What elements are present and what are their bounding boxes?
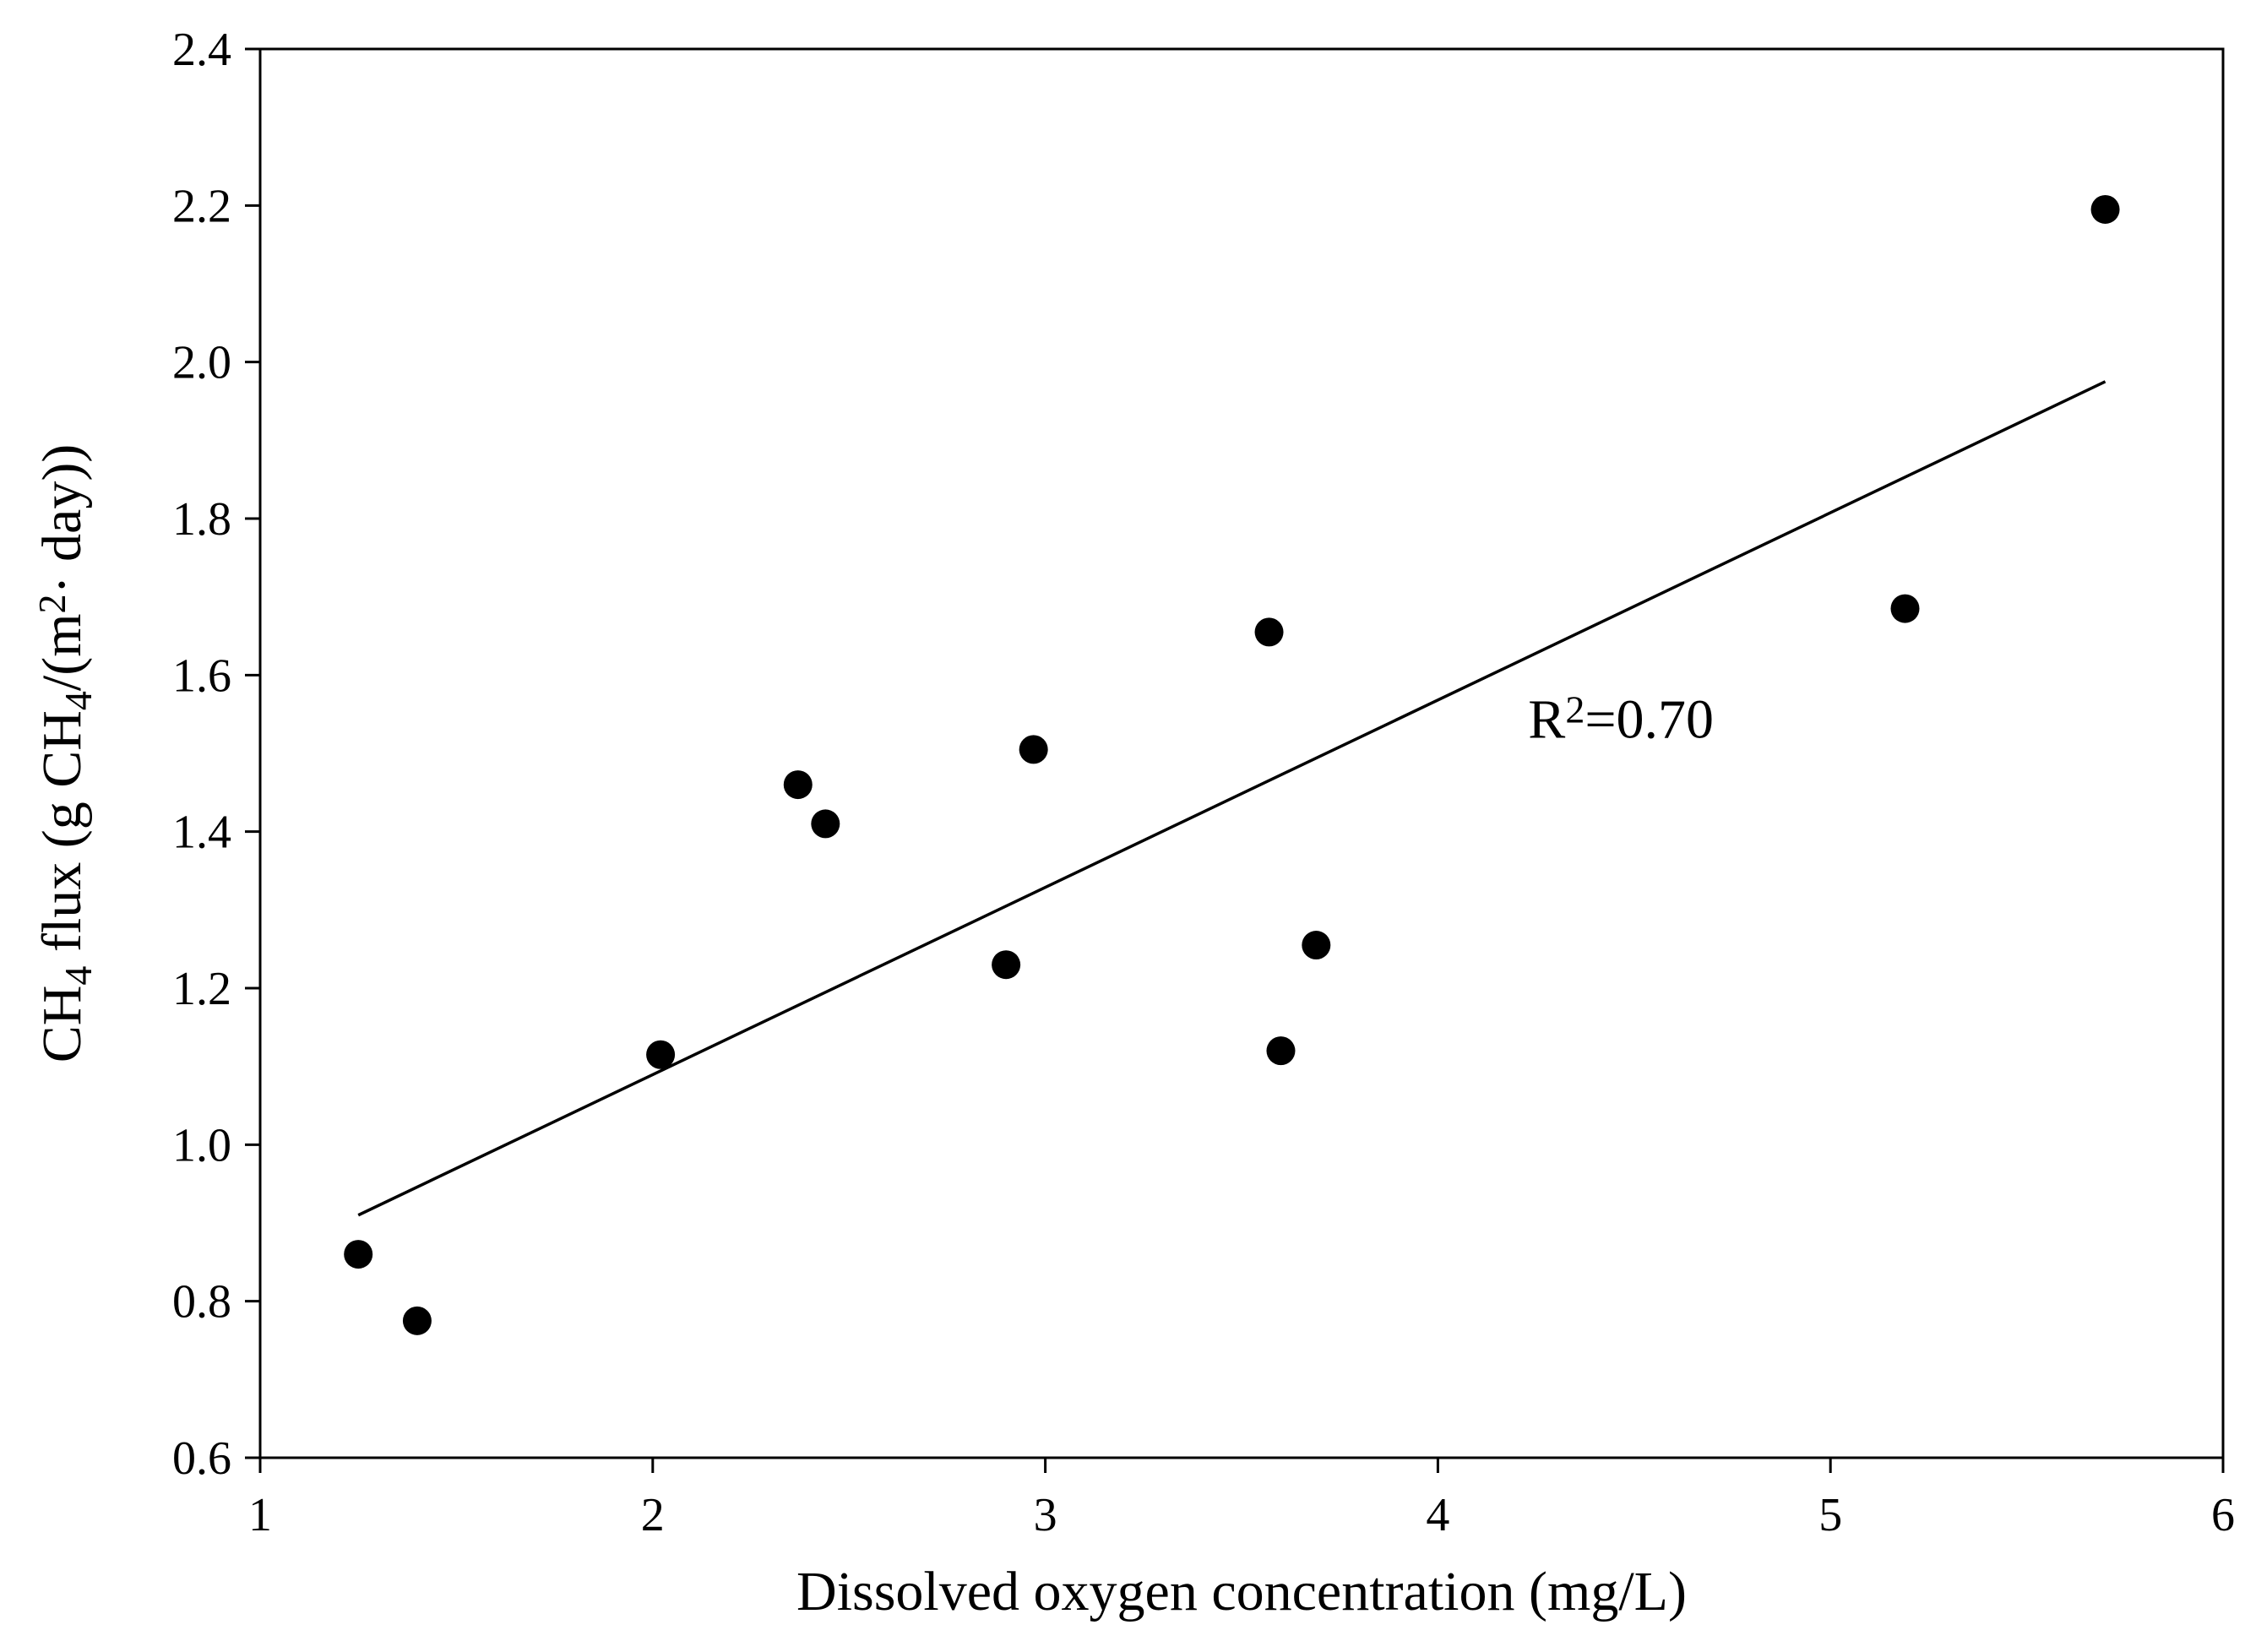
- r-squared-value: =0.70: [1585, 688, 1714, 750]
- y-axis-title: CH4 flux (g CH4/(m2· day)): [30, 444, 100, 1063]
- y-axis-title-part: flux (g CH: [31, 710, 93, 965]
- r-squared-annotation: R2=0.70: [1528, 687, 1714, 750]
- data-point: [811, 809, 840, 839]
- data-point: [402, 1306, 432, 1335]
- y-axis-title-part: CH: [31, 986, 93, 1063]
- x-tick-label: 3: [1034, 1489, 1057, 1541]
- x-tick-label: 2: [641, 1489, 665, 1541]
- x-tick-label: 5: [1818, 1489, 1842, 1541]
- data-point: [1266, 1036, 1296, 1066]
- data-point: [783, 770, 813, 800]
- y-tick-label: 1.2: [172, 963, 231, 1015]
- regression-line: [357, 380, 2106, 1217]
- data-point: [1890, 594, 1920, 623]
- y-tick-label: 0.8: [172, 1276, 231, 1329]
- y-axis-title-part: · day)): [31, 444, 93, 595]
- data-points: [344, 194, 2120, 1335]
- y-tick-label: 2.4: [172, 24, 231, 76]
- x-axis-title: Dissolved oxygen concentration (mg/L): [796, 1561, 1687, 1622]
- y-axis-title-part: 4: [57, 966, 100, 986]
- data-point: [646, 1040, 676, 1069]
- data-point: [1302, 931, 1331, 960]
- regression-line-group: [357, 380, 2106, 1217]
- y-tick-label: 2.0: [172, 337, 231, 389]
- y-tick-label: 1.6: [172, 649, 231, 702]
- x-tick-label: 1: [248, 1489, 272, 1541]
- data-point: [344, 1240, 373, 1269]
- y-tick-label: 1.0: [172, 1119, 231, 1171]
- x-tick-label: 6: [2211, 1489, 2235, 1541]
- axis-labels: Dissolved oxygen concentration (mg/L)CH4…: [30, 444, 1714, 1622]
- data-point: [1019, 735, 1048, 764]
- y-tick-label: 1.8: [172, 493, 231, 546]
- r-squared-sup: 2: [1565, 687, 1585, 731]
- y-tick-label: 2.2: [172, 180, 231, 232]
- y-tick-label: 1.4: [172, 807, 231, 859]
- y-axis-title-part: /(m: [31, 613, 93, 691]
- y-axis-title-part: 4: [57, 691, 100, 710]
- data-point: [2090, 194, 2120, 224]
- axes: [258, 47, 2225, 1459]
- y-axis-title-part: 2: [30, 594, 73, 613]
- r-squared-base: R: [1528, 688, 1565, 750]
- data-point: [992, 950, 1021, 980]
- ticks: 1 2 3 4 5 6 0.6 0.8 1.0 1.2 1.4 1.6 1.8 2.0 2.2 2.4: [172, 24, 2235, 1541]
- x-tick-label: 4: [1426, 1489, 1449, 1541]
- y-tick-label: 0.6: [172, 1432, 231, 1485]
- data-point: [1254, 617, 1284, 647]
- plot-frame: [258, 47, 2225, 1459]
